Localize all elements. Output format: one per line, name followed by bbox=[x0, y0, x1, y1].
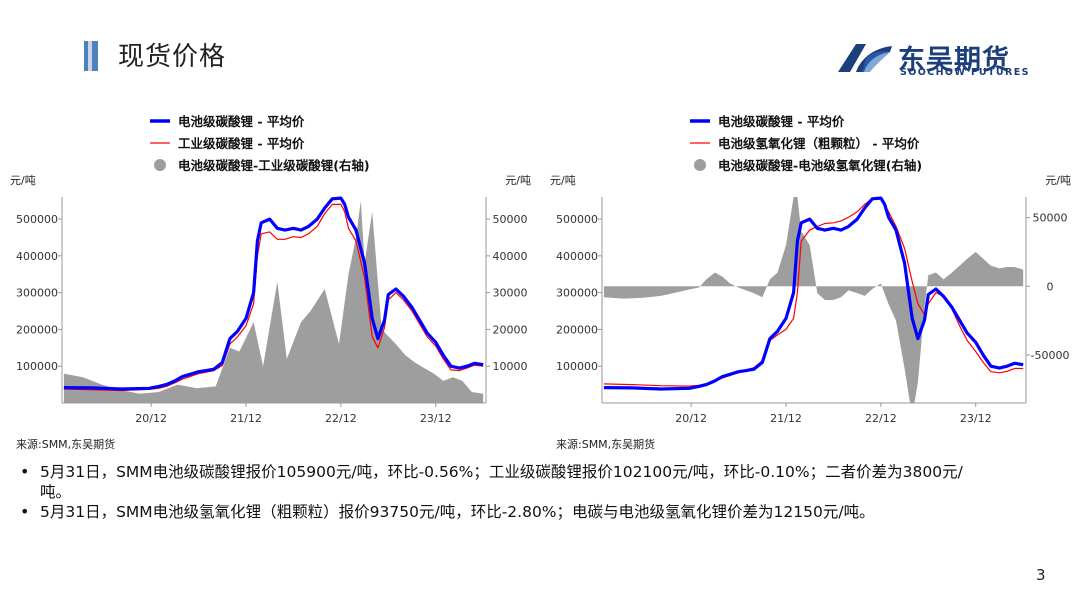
right-tick-label: 0 bbox=[1047, 280, 1054, 293]
plot-area bbox=[63, 196, 484, 403]
left-tick-label: 300000 bbox=[556, 287, 598, 300]
right-tick-label: -50000 bbox=[1031, 349, 1070, 362]
legend-swatch-area bbox=[694, 159, 706, 171]
left-axis-unit: 元/吨 bbox=[10, 174, 36, 187]
series-line-primary bbox=[63, 196, 484, 391]
legend-label: 电池级碳酸锂 - 平均价 bbox=[178, 114, 305, 129]
left-tick-label: 300000 bbox=[16, 287, 58, 300]
commentary-item-carbonate: 5月31日，SMM电池级碳酸锂报价105900元/吨，环比-0.56%；工业级碳… bbox=[18, 462, 978, 502]
source-note-left: 来源:SMM,东吴期货 bbox=[16, 438, 116, 451]
commentary-list: 5月31日，SMM电池级碳酸锂报价105900元/吨，环比-0.56%；工业级碳… bbox=[18, 462, 978, 522]
x-tick-label: 22/12 bbox=[325, 412, 357, 425]
series-area-spread bbox=[603, 197, 1024, 403]
right-tick-label: 20000 bbox=[493, 323, 528, 336]
page-title: 现货价格 bbox=[118, 42, 227, 72]
series-line-secondary bbox=[63, 203, 484, 392]
plot-area bbox=[603, 196, 1024, 403]
series-line-primary bbox=[603, 196, 1024, 391]
right-tick-label: 50000 bbox=[493, 213, 528, 226]
x-tick-label: 23/12 bbox=[960, 412, 992, 425]
right-tick-label: 30000 bbox=[493, 287, 528, 300]
left-tick-label: 200000 bbox=[16, 323, 58, 336]
left-axis-unit: 元/吨 bbox=[550, 174, 576, 187]
left-tick-label: 100000 bbox=[16, 360, 58, 373]
series-area-spread bbox=[63, 200, 484, 403]
left-tick-label: 400000 bbox=[556, 250, 598, 263]
x-tick-label: 23/12 bbox=[420, 412, 452, 425]
legend-label: 电池级碳酸锂-电池级氢氧化锂(右轴) bbox=[718, 158, 922, 173]
page-number: 3 bbox=[1036, 566, 1046, 584]
commentary-item-hydroxide: 5月31日，SMM电池级氢氧化锂（粗颗粒）报价93750元/吨，环比-2.80%… bbox=[18, 502, 978, 522]
logo-chinese-name: 东吴期货 bbox=[898, 45, 1010, 76]
legend-label: 工业级碳酸锂 - 平均价 bbox=[178, 136, 305, 151]
left-tick-label: 100000 bbox=[556, 360, 598, 373]
left-tick-label: 400000 bbox=[16, 250, 58, 263]
x-tick-label: 20/12 bbox=[135, 412, 167, 425]
brand-logo: 东吴期货 SOOCHOW FUTURES bbox=[836, 38, 1046, 78]
logo-english-name: SOOCHOW FUTURES bbox=[900, 67, 1030, 78]
left-tick-label: 200000 bbox=[556, 323, 598, 336]
x-tick-label: 22/12 bbox=[865, 412, 897, 425]
legend-swatch-area bbox=[154, 159, 166, 171]
right-tick-label: 10000 bbox=[493, 360, 528, 373]
right-tick-label: 40000 bbox=[493, 250, 528, 263]
legend-label: 电池级碳酸锂 - 平均价 bbox=[718, 114, 845, 129]
x-tick-label: 20/12 bbox=[675, 412, 707, 425]
right-axis-unit: 元/吨 bbox=[505, 174, 531, 187]
x-tick-label: 21/12 bbox=[230, 412, 262, 425]
title-accent-bar bbox=[84, 41, 98, 71]
x-tick-label: 21/12 bbox=[770, 412, 802, 425]
right-axis-unit: 元/吨 bbox=[1045, 174, 1071, 187]
soochow-logo-icon bbox=[838, 44, 892, 72]
source-note-right: 来源:SMM,东吴期货 bbox=[556, 438, 656, 451]
legend-label: 电池级碳酸锂-工业级碳酸锂(右轴) bbox=[178, 158, 370, 173]
left-tick-label: 500000 bbox=[16, 213, 58, 226]
left-tick-label: 500000 bbox=[556, 213, 598, 226]
legend-label: 电池级氢氧化锂（粗颗粒） - 平均价 bbox=[718, 136, 920, 151]
right-tick-label: 50000 bbox=[1033, 212, 1068, 225]
